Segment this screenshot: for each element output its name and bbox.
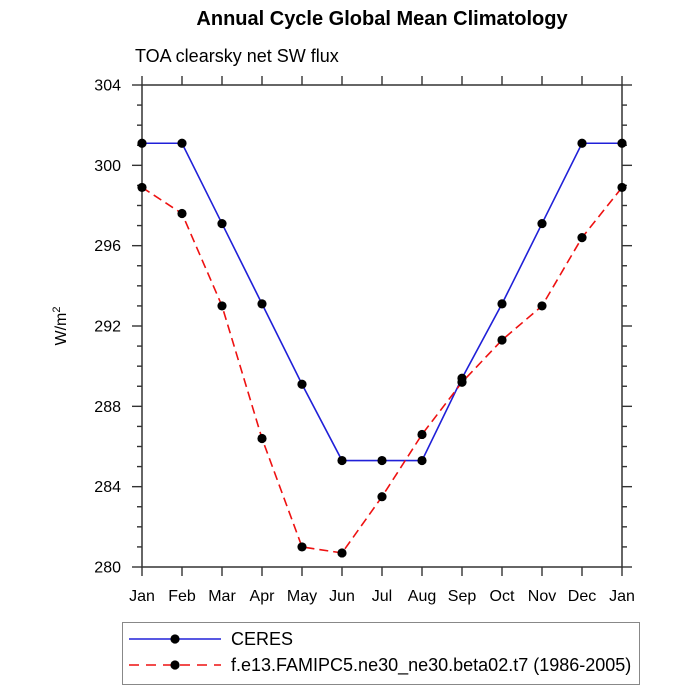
x-tick-label: Feb bbox=[168, 588, 196, 605]
y-tick-label: 284 bbox=[94, 479, 121, 496]
data-point-marker bbox=[337, 455, 347, 466]
data-point-marker bbox=[137, 138, 147, 148]
data-point-marker bbox=[537, 218, 547, 229]
legend-box: CERES f.e13.FAMIPC5.ne30_ne30.beta02.t7 … bbox=[122, 622, 640, 685]
data-point-marker bbox=[177, 138, 187, 148]
data-point-marker bbox=[217, 301, 227, 311]
data-point-marker bbox=[537, 301, 547, 311]
legend-sample-marker bbox=[170, 660, 180, 670]
y-tick-label: 292 bbox=[94, 319, 121, 336]
data-point-marker bbox=[577, 138, 587, 148]
x-tick-label: Dec bbox=[568, 588, 596, 605]
x-tick-label: Oct bbox=[490, 588, 515, 605]
data-point-marker bbox=[257, 299, 267, 309]
y-tick-label: 280 bbox=[94, 560, 121, 577]
y-tick-label: 296 bbox=[94, 238, 121, 255]
data-point-marker bbox=[497, 299, 507, 309]
legend-line-sample-dashed bbox=[129, 660, 221, 670]
data-point-marker bbox=[377, 455, 387, 466]
legend-item-model: f.e13.FAMIPC5.ne30_ne30.beta02.t7 (1986-… bbox=[127, 652, 639, 678]
chart-subtitle: TOA clearsky net SW flux bbox=[135, 46, 339, 66]
series-line-0 bbox=[142, 142, 622, 462]
data-point-marker bbox=[177, 208, 187, 219]
legend-label: CERES bbox=[231, 628, 294, 649]
x-tick-label: Sep bbox=[448, 588, 477, 605]
data-point-marker bbox=[377, 492, 387, 502]
y-tick-label: 304 bbox=[94, 78, 121, 95]
y-tick-label: 288 bbox=[94, 399, 121, 416]
x-tick-label: Jul bbox=[372, 588, 392, 605]
data-point-marker bbox=[617, 182, 627, 193]
data-point-marker bbox=[217, 218, 227, 229]
data-point-marker bbox=[497, 335, 507, 345]
x-tick-label: Mar bbox=[208, 588, 236, 605]
data-point-marker bbox=[417, 429, 427, 440]
legend-label: f.e13.FAMIPC5.ne30_ne30.beta02.t7 (1986-… bbox=[231, 654, 632, 675]
x-tick-label: Jan bbox=[609, 588, 635, 605]
y-tick-label: 300 bbox=[94, 158, 121, 175]
data-point-marker bbox=[297, 379, 307, 389]
x-tick-label: Apr bbox=[250, 588, 276, 605]
legend-line-sample-solid bbox=[129, 634, 221, 644]
x-tick-label: Jun bbox=[329, 588, 355, 605]
chart-title: Annual Cycle Global Mean Climatology bbox=[196, 8, 568, 30]
data-point-marker bbox=[137, 182, 147, 193]
data-point-marker bbox=[417, 455, 427, 466]
x-tick-label: Aug bbox=[408, 588, 436, 605]
x-tick-label: May bbox=[287, 588, 317, 605]
data-point-marker bbox=[457, 377, 467, 387]
legend-item-ceres: CERES bbox=[127, 626, 639, 652]
data-point-marker bbox=[297, 542, 307, 552]
data-point-marker bbox=[577, 233, 587, 243]
legend-sample-marker bbox=[170, 634, 180, 644]
data-point-marker bbox=[337, 548, 347, 558]
x-tick-label: Jan bbox=[129, 588, 155, 605]
x-tick-label: Nov bbox=[528, 588, 556, 605]
plot-border bbox=[141, 84, 623, 568]
data-point-marker bbox=[617, 138, 627, 148]
data-point-marker bbox=[257, 433, 267, 444]
